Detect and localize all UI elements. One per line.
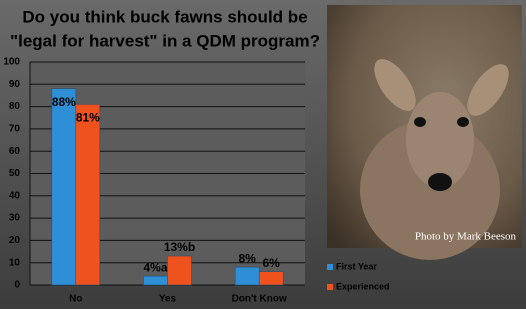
y-tick-label: 0 (14, 280, 20, 291)
deer-nose (428, 173, 452, 191)
value-label: 13%b (164, 240, 195, 254)
y-tick-label: 10 (9, 257, 21, 268)
chart: Photo by Mark Beeson Do you think buck f… (0, 0, 526, 309)
y-tick-label: 100 (3, 57, 20, 68)
legend-swatch (327, 264, 333, 270)
y-tick-label: 40 (9, 190, 21, 201)
bar (52, 89, 76, 285)
deer-eye (457, 117, 469, 127)
value-label: 81% (76, 111, 100, 125)
chart-title: Do you think buck fawns should be (22, 7, 307, 26)
y-tick-label: 80 (9, 101, 21, 112)
y-tick-label: 90 (9, 79, 21, 90)
value-label: 8% (238, 251, 256, 265)
bar (235, 267, 259, 285)
x-tick-label: No (69, 294, 82, 305)
y-tick-label: 50 (9, 168, 21, 179)
photo: Photo by Mark Beeson (327, 5, 522, 260)
legend-label: First Year (336, 261, 377, 271)
y-tick-label: 20 (9, 235, 21, 246)
value-label: 88% (52, 95, 76, 109)
legend-swatch (327, 284, 333, 290)
bar (144, 276, 168, 285)
legend-label: Experienced (336, 281, 390, 291)
y-tick-label: 60 (9, 146, 21, 157)
y-tick-label: 70 (9, 124, 21, 135)
value-label: 6% (262, 256, 280, 270)
bar (76, 104, 100, 285)
x-tick-label: Don't Know (232, 294, 287, 305)
bar (168, 256, 192, 285)
x-tick-label: Yes (159, 294, 177, 305)
value-label: 4%a (143, 260, 167, 274)
deer-eye (414, 117, 426, 127)
photo-credit: Photo by Mark Beeson (415, 231, 517, 243)
chart-title: "legal for harvest" in a QDM program? (10, 31, 320, 50)
bar (259, 272, 283, 285)
y-tick-label: 30 (9, 213, 21, 224)
